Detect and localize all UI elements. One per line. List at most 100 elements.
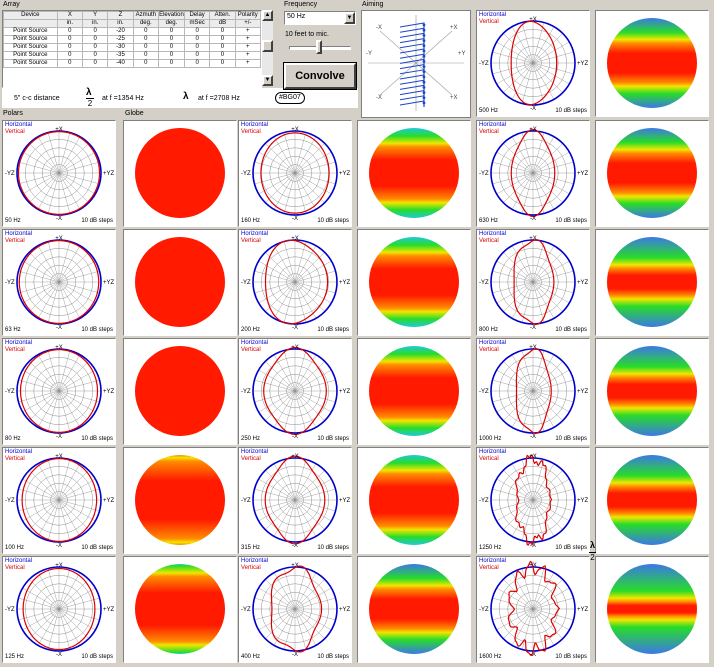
array-cell[interactable]: -30	[107, 43, 134, 52]
legend-horizontal: Horizontal	[479, 122, 507, 128]
scroll-thumb[interactable]	[262, 40, 273, 52]
globe-panel	[595, 10, 709, 117]
legend-horizontal: Horizontal	[241, 340, 269, 346]
polar-steps-label: 10 dB steps	[317, 654, 349, 660]
array-cell[interactable]: -25	[107, 35, 134, 44]
polar-axis-bottom-label: -X	[292, 652, 298, 658]
array-cell[interactable]: +	[234, 43, 262, 52]
globe-panel	[123, 556, 237, 663]
legend-vertical: Vertical	[479, 238, 499, 244]
array-row[interactable]: Point Source 0 0 -20 0 0 0 0 +	[3, 27, 262, 36]
polar-steps-label: 10 dB steps	[317, 218, 349, 224]
array-cell[interactable]: 0	[157, 59, 185, 68]
globe-panel	[595, 338, 709, 445]
side-lambda-numerator: λ	[590, 540, 596, 550]
array-cell[interactable]: 0	[209, 43, 236, 52]
legend-horizontal: Horizontal	[241, 558, 269, 564]
array-col-unit: +/-	[234, 19, 262, 28]
array-cell[interactable]: 0	[157, 27, 185, 36]
array-cell[interactable]: 0	[81, 51, 109, 60]
vertical-trace	[264, 455, 326, 545]
globe-sphere	[369, 128, 459, 218]
polar-axis-right-label: +YZ	[103, 389, 115, 395]
array-row[interactable]: Point Source 0 0 -25 0 0 0 0 +	[3, 35, 262, 44]
array-cell[interactable]: 0	[81, 59, 109, 68]
array-table-scrollbar[interactable]: ▲ ▼	[262, 10, 273, 86]
array-row[interactable]: Point Source 0 0 -35 0 0 0 0 +	[3, 51, 262, 60]
array-cell[interactable]: 0	[209, 51, 236, 60]
globe-panel	[595, 229, 709, 336]
scroll-up-arrow-icon[interactable]: ▲	[262, 10, 273, 21]
polars-group-label: Polars	[3, 110, 23, 117]
array-cell[interactable]: Point Source	[3, 51, 58, 60]
legend-vertical: Vertical	[241, 129, 261, 135]
array-cell[interactable]: 0	[209, 27, 236, 36]
array-cell[interactable]: 0	[157, 51, 185, 60]
array-col-unit: mSec	[183, 19, 211, 28]
array-cell[interactable]: 0	[183, 59, 211, 68]
polar-axis-top-label: +X	[529, 236, 537, 242]
array-row[interactable]: Point Source 0 0 -40 0 0 0 0 +	[3, 59, 262, 68]
array-col-header: X	[56, 11, 84, 20]
scroll-down-arrow-icon[interactable]: ▼	[262, 75, 273, 86]
array-cell[interactable]: Point Source	[3, 27, 58, 36]
array-cell[interactable]: 0	[56, 51, 84, 60]
array-cell[interactable]: +	[234, 59, 262, 68]
array-cell[interactable]: -35	[107, 51, 134, 60]
frequency-select[interactable]: 50 Hz ▼	[284, 11, 356, 25]
polar-axis-right-label: +YZ	[339, 280, 351, 286]
array-cell[interactable]: 0	[132, 35, 159, 44]
array-cell[interactable]: +	[234, 35, 262, 44]
legend-vertical: Vertical	[241, 238, 261, 244]
globe-sphere	[135, 346, 225, 436]
array-cell[interactable]: 0	[132, 27, 159, 36]
array-col-header: Z	[107, 11, 134, 20]
globe-panel	[357, 120, 471, 227]
array-cell[interactable]: 0	[56, 43, 84, 52]
array-cell[interactable]: +	[234, 51, 262, 60]
globe-sphere	[607, 346, 697, 436]
polar-axis-right-label: +YZ	[339, 498, 351, 504]
array-cell[interactable]: Point Source	[3, 59, 58, 68]
array-cell[interactable]: 0	[81, 35, 109, 44]
polar-frequency-label: 1600 Hz	[479, 654, 502, 660]
dropdown-arrow-icon[interactable]: ▼	[344, 12, 355, 24]
array-cell[interactable]: 0	[209, 59, 236, 68]
array-cell[interactable]: 0	[132, 43, 159, 52]
array-cell[interactable]: 0	[183, 27, 211, 36]
array-cell[interactable]: +	[234, 27, 262, 36]
polar-axis-right-label: +YZ	[577, 171, 589, 177]
array-cell[interactable]: 0	[81, 27, 109, 36]
array-cell[interactable]: 0	[183, 43, 211, 52]
array-cell[interactable]: Point Source	[3, 35, 58, 44]
svg-text:-X: -X	[376, 25, 382, 31]
svg-text:+Y: +Y	[458, 51, 466, 57]
array-cell[interactable]: 0	[81, 43, 109, 52]
array-cell[interactable]: -40	[107, 59, 134, 68]
polar-plot-panel: +X -X -YZ +YZ Horizontal Vertical 160 Hz 10 dB …	[238, 120, 352, 227]
array-cell[interactable]: 0	[157, 43, 185, 52]
array-cell[interactable]: 0	[56, 59, 84, 68]
array-cell[interactable]: 0	[56, 27, 84, 36]
polar-frequency-label: 160 Hz	[241, 218, 261, 224]
array-cell[interactable]: Point Source	[3, 43, 58, 52]
horizontal-trace	[252, 457, 338, 543]
polar-frequency-label: 1250 Hz	[479, 545, 502, 551]
array-cell[interactable]: 0	[209, 35, 236, 44]
array-cell[interactable]: 0	[157, 35, 185, 44]
polar-axis-top-label: +X	[529, 454, 537, 460]
distance-slider-thumb[interactable]	[316, 40, 322, 54]
array-cell[interactable]: 0	[132, 59, 159, 68]
polar-frequency-label: 200 Hz	[241, 327, 261, 333]
vertical-trace	[513, 239, 555, 325]
array-cell[interactable]: -20	[107, 27, 134, 36]
polar-axis-bottom-label: -X	[56, 652, 62, 658]
polar-steps-label: 10 dB steps	[81, 436, 113, 442]
array-cell[interactable]: 0	[132, 51, 159, 60]
array-cell[interactable]: 0	[56, 35, 84, 44]
array-row[interactable]: Point Source 0 0 -30 0 0 0 0 +	[3, 43, 262, 52]
array-cell[interactable]: 0	[183, 51, 211, 60]
convolve-button[interactable]: Convolve	[283, 62, 357, 90]
array-cell[interactable]: 0	[183, 35, 211, 44]
polar-axis-left-label: -YZ	[241, 607, 251, 613]
